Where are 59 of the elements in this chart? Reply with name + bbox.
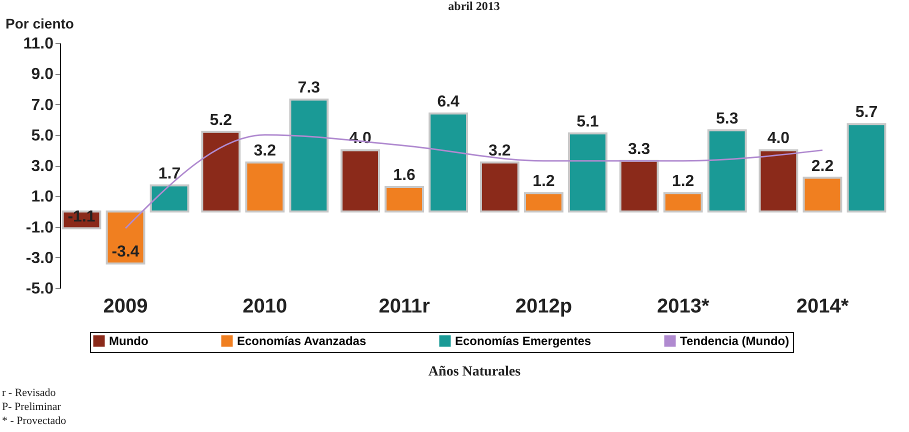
y-tick-label: 5.0 xyxy=(31,127,54,144)
data-label: 3.2 xyxy=(488,142,511,160)
data-label: -1.1 xyxy=(68,208,96,226)
bar xyxy=(802,176,842,212)
chart-title: abril 2013 xyxy=(448,0,500,13)
y-tick-label: 9.0 xyxy=(31,66,54,84)
bar xyxy=(758,149,798,212)
legend-label: Economías Emergentes xyxy=(455,334,592,348)
bar xyxy=(524,192,564,212)
legend-label: Economías Avanzadas xyxy=(237,334,366,348)
bar xyxy=(289,98,329,212)
data-label: 1.7 xyxy=(158,165,181,182)
data-label: 5.3 xyxy=(716,110,738,128)
bar xyxy=(201,130,241,212)
x-tick-label: 2014* xyxy=(796,296,849,318)
bar xyxy=(663,192,703,212)
bar xyxy=(568,132,608,212)
data-label: -3.4 xyxy=(112,244,140,260)
bar xyxy=(150,184,190,212)
data-label: 5.7 xyxy=(855,104,878,122)
y-tick-label: -5.0 xyxy=(26,280,54,298)
data-label: 5.2 xyxy=(210,112,232,129)
bar xyxy=(106,210,146,264)
y-tick-label: -3.0 xyxy=(26,250,54,267)
data-label: 4.0 xyxy=(767,130,790,148)
bar xyxy=(428,112,468,212)
x-tick-label: 2011r xyxy=(378,296,430,318)
data-label: 1.6 xyxy=(393,166,416,184)
y-tick-label: 7.0 xyxy=(31,96,54,114)
data-label: 3.2 xyxy=(254,142,276,160)
data-label: 1.2 xyxy=(532,173,555,190)
bar xyxy=(480,161,520,212)
y-tick-label: 1.0 xyxy=(31,188,54,206)
text: r - Revisado xyxy=(2,386,57,400)
data-label: 3.3 xyxy=(628,140,650,158)
data-label: 5.1 xyxy=(576,113,599,130)
bar xyxy=(707,129,747,212)
legend-label: Tendencia (Mundo) xyxy=(680,334,790,348)
y-tick-label: 3.0 xyxy=(31,158,54,175)
x-tick-label: 2012p xyxy=(515,296,572,318)
bar xyxy=(245,161,285,212)
y-tick-label: -1.0 xyxy=(26,219,54,236)
x-tick-label: 2010 xyxy=(242,296,288,318)
data-label: 7.3 xyxy=(298,80,320,97)
data-label: 1.2 xyxy=(672,173,694,190)
x-tick-label: 2013* xyxy=(656,296,710,318)
legend-label: Mundo xyxy=(109,334,148,348)
bar xyxy=(340,149,380,212)
bar xyxy=(384,186,424,212)
text: * - Provectado xyxy=(2,414,66,428)
data-label: 2.2 xyxy=(811,158,834,175)
x-axis-title: Años Naturales xyxy=(428,364,522,380)
y-tick-label: 11.0 xyxy=(23,36,54,52)
y-axis-title: Por ciento xyxy=(6,16,74,32)
bar xyxy=(846,123,886,212)
data-label: 6.4 xyxy=(437,93,460,110)
text: P- Preliminar xyxy=(2,400,62,414)
x-tick-label: 2009 xyxy=(103,296,148,318)
bar xyxy=(619,160,659,212)
